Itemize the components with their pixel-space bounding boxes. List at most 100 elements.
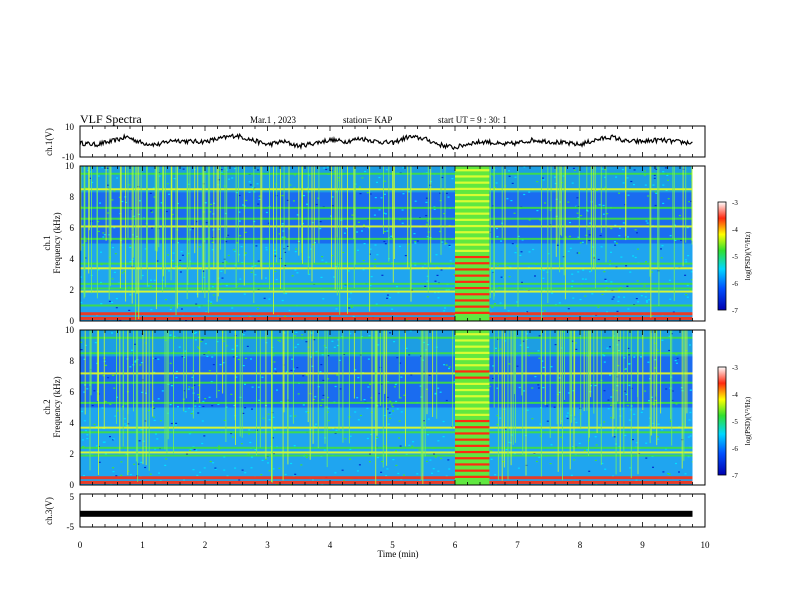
ch2-spectrogram-burst-line [455,345,490,348]
ch2-spectrogram-noise-dot [354,411,357,413]
ch2-spectrogram-noise-dot [184,350,187,352]
ch2-spectrogram-sferic [166,330,168,454]
ch1-spectrogram-noise-dot [508,175,511,177]
ch2-spectrogram-noise-dot [248,433,251,435]
ch1-spectrogram-noise-dot [257,260,260,262]
ch2-spectrogram-noise-dot [216,341,219,343]
ch2-spectrogram-sferic [615,330,617,408]
ch1-spectrogram-noise-dot [350,292,353,294]
ch1-spectrogram-noise-dot [321,259,324,261]
ch2-spectrogram-burst-line [455,475,490,478]
ch1-spectrogram-noise-dot [558,302,561,304]
ch1-spectrogram-burst-line [455,249,490,252]
ch2-spectrogram-noise-dot [244,383,246,385]
ch2-spectrogram-noise-dot [154,357,157,360]
ch2-spectrogram-noise-dot [636,430,639,432]
ch1-spectrogram-noise-dot [582,269,585,271]
ch1-spectrogram-noise-dot [440,269,443,271]
ch2-spectrogram-noise-dot [169,362,172,364]
ch1-spectrogram-noise-dot [543,310,546,312]
ch1-spectrogram-sferic [280,166,281,289]
ch2-spectrogram-sferic [386,330,388,466]
ch1-spectrogram-noise-dot [289,184,292,186]
ch2-spectrogram-noise-dot [129,474,132,476]
ch2-spectrogram-noise-dot [559,436,562,438]
ch2-spectrogram-noise-dot [328,428,331,430]
ch2-spectrogram-sferic [103,330,105,430]
ch1-spectrogram-noise-dot [441,176,444,179]
ch2-spectrogram-noise-dot [386,408,389,410]
ch1-spectrogram-sferic [369,166,371,312]
ch1-spectrogram-noise-dot [121,200,124,203]
ch1-spectrogram-sferic [318,166,320,244]
ch1-spectrogram-noise-dot [374,244,377,246]
ch1-spectrogram-noise-dot [384,230,386,233]
ch1-spectrogram-noise-dot [618,235,621,237]
ch2-spectrogram-noise-dot [268,470,271,472]
ch1-spectrogram-noise-dot [359,193,362,195]
ch1-spectrogram-sferic [154,166,156,251]
ch1-spectrogram-noise-dot [150,309,153,311]
ch1-spectrogram-sferic [564,166,566,300]
ch2-spectrogram-noise-dot [341,335,344,338]
ch1-spectrogram-noise-dot [568,235,571,237]
ch1-spectrogram-noise-dot [391,308,394,310]
ch1-spectrogram-noise-dot [532,248,535,251]
ch1-spectrogram-noise-dot [178,266,181,268]
ch1-spectrogram-noise-dot [622,182,625,184]
ch2-spectrogram-ytick: 0 [70,480,75,490]
ch1-spectrogram-noise-dot [424,285,427,287]
ch2-spectrogram-noise-dot [193,384,196,386]
colorbar-tick: -3 [732,199,738,207]
ch1-spectrogram-noise-dot [361,177,364,179]
ch1-spectrogram-sferic [649,166,651,277]
ch2-spectrogram-noise-dot [496,387,499,389]
ch2-spectrogram-noise-dot [199,471,202,473]
ch2-spectrogram-noise-dot [412,441,415,443]
ch1-spectrogram-sferic [493,166,495,297]
ch1-spectrogram-noise-dot [89,177,92,179]
ch1-spectrogram-sferic [625,166,627,241]
ch1-spectrogram-noise-dot [97,269,100,271]
ch1-spectrogram-noise-dot [386,294,389,296]
ch2-spectrogram-noise-dot [689,389,692,391]
ch1-spectrogram-sferic [430,166,432,263]
ch2-spectrogram-noise-dot [218,445,221,447]
ch2-spectrogram-noise-dot [411,445,414,447]
ch1-spectrogram-noise-dot [523,166,526,168]
ch1-spectrogram-noise-dot [445,289,448,291]
ch1-spectrogram-no-data [692,166,705,321]
ch1-spectrogram-noise-dot [654,191,657,193]
ch1-spectrogram-noise-dot [627,236,629,238]
ch2-spectrogram-noise-dot [209,460,212,463]
ch2-spectrogram-noise-dot [313,425,316,427]
ch2-spectrogram-noise-dot [542,366,545,368]
ch2-spectrogram-noise-dot [399,445,402,447]
ch1-spectrogram-noise-dot [579,242,582,244]
ch2-spectrogram-noise-dot [654,399,657,401]
ch2-spectrogram-noise-dot [402,474,405,476]
ch2-spectrogram-noise-dot [115,475,118,477]
ch1-spectrogram-noise-dot [443,310,446,312]
ch1-spectrogram-noise-dot [690,200,693,202]
ch1-spectrogram-noise-dot [311,222,314,224]
ch1-spectrogram-noise-dot [634,229,637,231]
ch2-spectrogram-noise-dot [312,479,314,481]
ch2-spectrogram-noise-dot [238,479,241,481]
ch2-spectrogram-noise-dot [261,376,264,378]
ch2-spectrogram-noise-dot [198,347,201,350]
ch1-spectrogram-noise-dot [177,242,180,244]
ch1-spectrogram-noise-dot [674,239,677,241]
ch2-spectrogram-noise-dot [399,362,402,364]
ch1-spectrogram-noise-dot [414,242,417,244]
ch2-spectrogram-noise-dot [632,439,634,441]
ch2-spectrogram-noise-dot [606,347,609,349]
ch1-spectrogram-sferic [125,166,127,302]
ch1-spectrogram-noise-dot [205,311,208,313]
ch1-spectrogram-burst-line [455,169,490,172]
ch2-spectrogram-noise-dot [251,386,254,388]
x-tick-labels: 0 1 2 3 4 5 6 7 8 9 10 [78,540,710,550]
ch1-spectrogram-noise-dot [129,261,132,263]
ch2-spectrogram-noise-dot [368,335,371,337]
ch1-spectrogram-noise-dot [221,277,224,279]
